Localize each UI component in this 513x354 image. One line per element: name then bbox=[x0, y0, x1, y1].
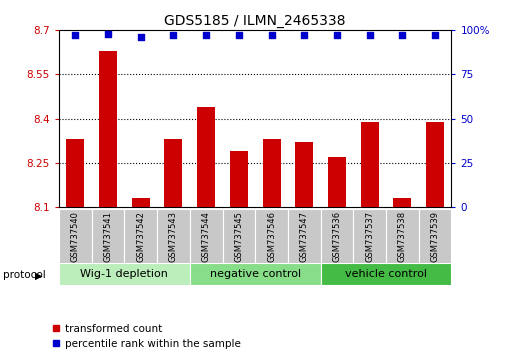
Point bbox=[431, 33, 439, 38]
Text: GSM737538: GSM737538 bbox=[398, 211, 407, 262]
Bar bbox=[59, 209, 92, 264]
Point bbox=[71, 33, 80, 38]
Bar bbox=[288, 209, 321, 264]
Text: GSM737544: GSM737544 bbox=[202, 211, 211, 262]
Text: GSM737537: GSM737537 bbox=[365, 211, 374, 262]
Point bbox=[300, 33, 308, 38]
Bar bbox=[92, 209, 125, 264]
Bar bbox=[353, 209, 386, 264]
Bar bbox=[132, 198, 150, 207]
Bar bbox=[328, 157, 346, 207]
Bar bbox=[230, 151, 248, 207]
Text: GSM737541: GSM737541 bbox=[104, 211, 112, 262]
Point bbox=[366, 33, 374, 38]
Bar bbox=[190, 209, 223, 264]
Text: GSM737546: GSM737546 bbox=[267, 211, 276, 262]
Bar bbox=[419, 209, 451, 264]
Bar bbox=[59, 263, 190, 285]
Legend: transformed count, percentile rank within the sample: transformed count, percentile rank withi… bbox=[51, 324, 241, 349]
Bar bbox=[255, 209, 288, 264]
Bar bbox=[157, 209, 190, 264]
Point bbox=[398, 33, 406, 38]
Text: GSM737545: GSM737545 bbox=[234, 211, 243, 262]
Text: vehicle control: vehicle control bbox=[345, 269, 427, 279]
Bar bbox=[386, 209, 419, 264]
Text: GSM737540: GSM737540 bbox=[71, 211, 80, 262]
Bar bbox=[165, 139, 183, 207]
Bar bbox=[190, 263, 321, 285]
Text: GSM737547: GSM737547 bbox=[300, 211, 309, 262]
Bar bbox=[66, 139, 84, 207]
Bar bbox=[426, 121, 444, 207]
Point bbox=[235, 33, 243, 38]
Text: GSM737542: GSM737542 bbox=[136, 211, 145, 262]
Text: GSM737543: GSM737543 bbox=[169, 211, 178, 262]
Bar bbox=[263, 139, 281, 207]
Bar bbox=[321, 263, 451, 285]
Bar bbox=[197, 107, 215, 207]
Text: ▶: ▶ bbox=[35, 270, 43, 280]
Text: GSM737536: GSM737536 bbox=[332, 211, 342, 262]
Text: GSM737539: GSM737539 bbox=[430, 211, 440, 262]
Point bbox=[267, 33, 275, 38]
Point bbox=[333, 33, 341, 38]
Title: GDS5185 / ILMN_2465338: GDS5185 / ILMN_2465338 bbox=[165, 14, 346, 28]
Text: negative control: negative control bbox=[210, 269, 301, 279]
Bar bbox=[99, 51, 117, 207]
Point bbox=[136, 34, 145, 40]
Bar bbox=[393, 198, 411, 207]
Bar bbox=[295, 142, 313, 207]
Bar bbox=[321, 209, 353, 264]
Point bbox=[104, 31, 112, 36]
Bar bbox=[361, 121, 379, 207]
Point bbox=[169, 33, 177, 38]
Bar bbox=[124, 209, 157, 264]
Text: protocol: protocol bbox=[3, 270, 45, 280]
Text: Wig-1 depletion: Wig-1 depletion bbox=[81, 269, 168, 279]
Bar bbox=[223, 209, 255, 264]
Point bbox=[202, 33, 210, 38]
